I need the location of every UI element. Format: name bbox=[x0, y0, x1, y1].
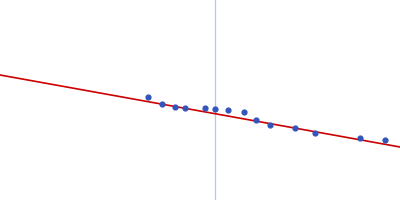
Point bbox=[292, 126, 298, 130]
Point bbox=[241, 110, 247, 114]
Point bbox=[172, 105, 178, 109]
Point bbox=[382, 138, 388, 142]
Point bbox=[212, 107, 218, 111]
Point bbox=[312, 131, 318, 135]
Point bbox=[202, 106, 208, 110]
Point bbox=[159, 102, 165, 106]
Point bbox=[225, 108, 231, 112]
Point bbox=[253, 118, 259, 122]
Point bbox=[357, 136, 363, 140]
Point bbox=[145, 95, 151, 99]
Point bbox=[267, 123, 273, 127]
Point bbox=[182, 106, 188, 110]
